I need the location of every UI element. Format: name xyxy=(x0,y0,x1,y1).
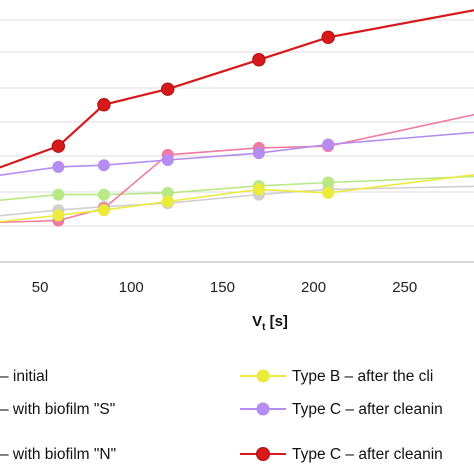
series-point-4 xyxy=(161,154,174,167)
legend-item: – with biofilm "N" xyxy=(0,446,116,463)
series-line-3 xyxy=(0,174,474,223)
series-point-3 xyxy=(97,204,110,217)
series-line-1 xyxy=(0,175,474,201)
series-point-3 xyxy=(322,186,335,199)
series-point-5 xyxy=(51,139,66,153)
x-tick-label: 50 xyxy=(32,279,49,296)
x-tick-label: 150 xyxy=(210,279,235,296)
series-line-4 xyxy=(0,131,474,177)
legend-item: Type C – after cleanin xyxy=(240,446,443,463)
series-point-5 xyxy=(321,30,335,44)
series-point-3 xyxy=(52,209,65,222)
series-point-5 xyxy=(252,53,266,67)
x-tick-label: 250 xyxy=(392,279,417,296)
legend-label: Type C – after cleanin xyxy=(292,446,443,463)
plot-area xyxy=(0,9,474,227)
series-point-3 xyxy=(252,183,265,196)
legend-marker xyxy=(256,402,270,416)
series-point-5 xyxy=(97,98,111,112)
series-point-1 xyxy=(322,176,335,189)
legend-label: – with biofilm "N" xyxy=(0,446,116,463)
legend-item: – with biofilm "S" xyxy=(0,401,115,418)
legend-label: Type C – after cleanin xyxy=(292,401,443,418)
x-tick-label: 100 xyxy=(119,279,144,296)
legend-label: – with biofilm "S" xyxy=(0,401,115,418)
legend-label: Type B – after the cli xyxy=(292,368,433,385)
series-point-3 xyxy=(161,195,174,208)
legend-label: – initial xyxy=(0,368,48,385)
series-point-4 xyxy=(52,160,65,173)
series-point-1 xyxy=(161,186,174,199)
legend-item: Type B – after the cli xyxy=(240,368,433,385)
series-point-1 xyxy=(97,188,110,201)
series-line-5 xyxy=(0,9,474,169)
series-point-4 xyxy=(252,147,265,160)
legend-marker xyxy=(256,447,270,461)
series-point-5 xyxy=(161,82,175,96)
x-tick-label: 200 xyxy=(301,279,326,296)
series-line-0 xyxy=(0,185,474,217)
series-point-4 xyxy=(322,138,335,151)
series-point-1 xyxy=(52,188,65,201)
series-point-4 xyxy=(97,159,110,172)
legend-item: Type C – after cleanin xyxy=(240,401,443,418)
legend-marker xyxy=(256,369,270,383)
legend-item: – initial xyxy=(0,368,48,385)
x-axis-title: Vt [s] xyxy=(252,313,288,333)
